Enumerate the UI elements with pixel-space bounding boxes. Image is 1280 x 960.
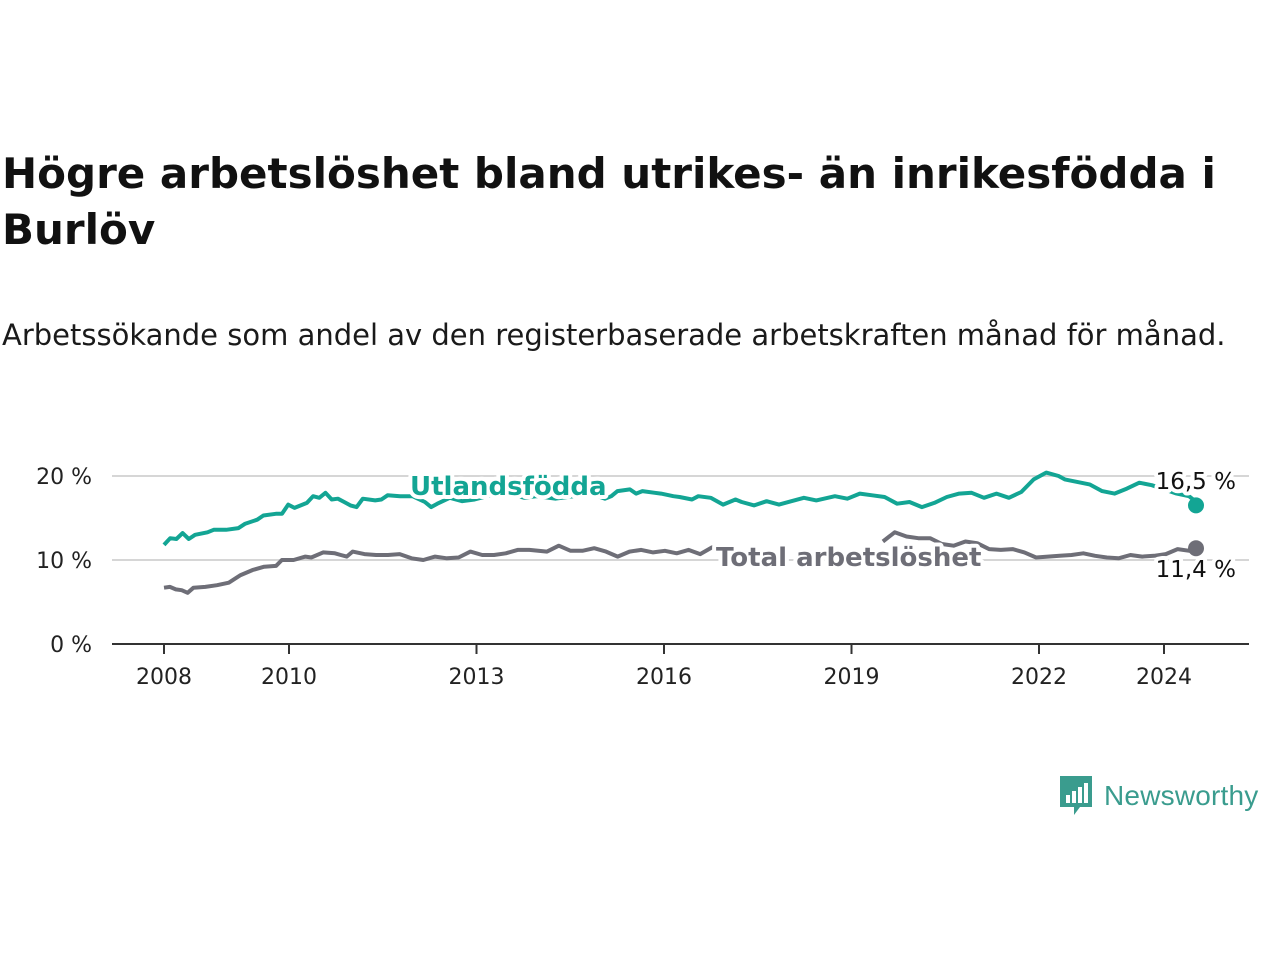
x-tick-label: 2019 xyxy=(824,665,880,690)
end-label-utlandsfodda: 16,5 % xyxy=(1156,469,1236,495)
x-tick-label: 2016 xyxy=(636,665,692,690)
y-tick-label: 0 % xyxy=(50,633,92,658)
x-tick-label: 2024 xyxy=(1136,665,1192,690)
end-label-utlandsfodda-halo: 16,5 % xyxy=(1156,469,1236,495)
newsworthy-logo[interactable]: Newsworthy xyxy=(1058,772,1258,820)
series-line-total-b xyxy=(881,530,1197,561)
chart-title: Högre arbetslöshet bland utrikes- än inr… xyxy=(2,149,1216,254)
series-label-utlandsfodda-halo: Utlandsfödda xyxy=(410,472,607,502)
end-label-total-halo: 11,4 % xyxy=(1156,557,1236,583)
series-line-utlandsfodda xyxy=(162,470,1197,547)
end-point-utlandsfodda xyxy=(1188,497,1204,514)
chart-subtitle: Arbetssökande som andel av den registerb… xyxy=(2,318,1226,352)
y-axis-ticks: 0 % 10 % 20 % xyxy=(36,465,92,658)
end-point-total xyxy=(1188,540,1204,557)
x-tick-label: 2008 xyxy=(136,665,192,690)
series-label-total-halo: Total arbetslöshet xyxy=(716,543,981,573)
x-axis-ticks: 2008 2010 2013 2016 2019 2022 2024 xyxy=(136,644,1192,690)
brand-name: Newsworthy xyxy=(1104,780,1259,811)
x-tick-label: 2013 xyxy=(449,665,505,690)
y-tick-label: 20 % xyxy=(36,465,92,490)
newsworthy-logo-icon xyxy=(1060,776,1092,815)
series-lines xyxy=(162,470,1204,595)
series-label-utlandsfodda: Utlandsfödda xyxy=(410,472,607,502)
x-tick-label: 2010 xyxy=(261,665,317,690)
x-tick-label: 2022 xyxy=(1011,665,1067,690)
end-label-total: 11,4 % xyxy=(1156,557,1236,583)
y-tick-label: 10 % xyxy=(36,549,92,574)
grid-lines xyxy=(112,475,1249,561)
series-line-total-a xyxy=(163,543,772,595)
series-label-total: Total arbetslöshet xyxy=(716,543,981,573)
